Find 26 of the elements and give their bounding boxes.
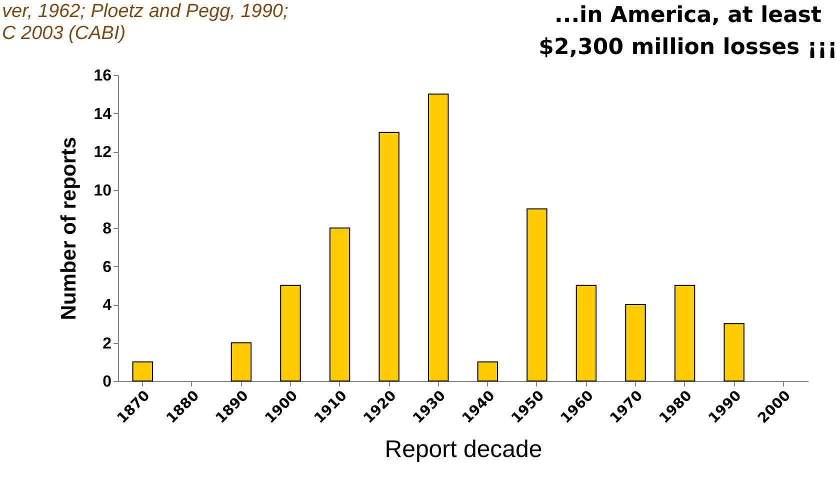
y-tick-label: 4 [102, 297, 112, 314]
y-tick-label: 16 [94, 68, 112, 84]
bar [280, 284, 301, 382]
bar [724, 323, 744, 382]
bar [329, 228, 350, 382]
text: ver, 1962; Ploetz and Pegg, 1990; [2, 1, 288, 22]
bar [477, 361, 498, 382]
bar [625, 304, 646, 382]
y-tick-label: 6 [102, 258, 112, 276]
chart-title: ...in America, at least $2,300 million losses ¡¡¡ [538, 3, 838, 60]
bar [576, 284, 597, 382]
y-tick-label: 10 [94, 182, 112, 200]
y-tick-label: 14 [94, 106, 112, 123]
bar [428, 94, 449, 382]
bar [378, 132, 400, 382]
y-tick-label: 2 [102, 335, 112, 352]
bar [526, 208, 548, 382]
x-axis-title: Report decade [384, 436, 542, 463]
text: C 2003 (CABI) [2, 23, 126, 44]
bar [230, 342, 252, 382]
y-tick-label: 12 [94, 144, 112, 161]
bar [674, 284, 696, 382]
bar [132, 361, 153, 382]
y-axis-title: Number of reports [58, 136, 81, 320]
y-tick-label: 0 [102, 374, 112, 390]
y-tick-label: 8 [102, 220, 112, 238]
